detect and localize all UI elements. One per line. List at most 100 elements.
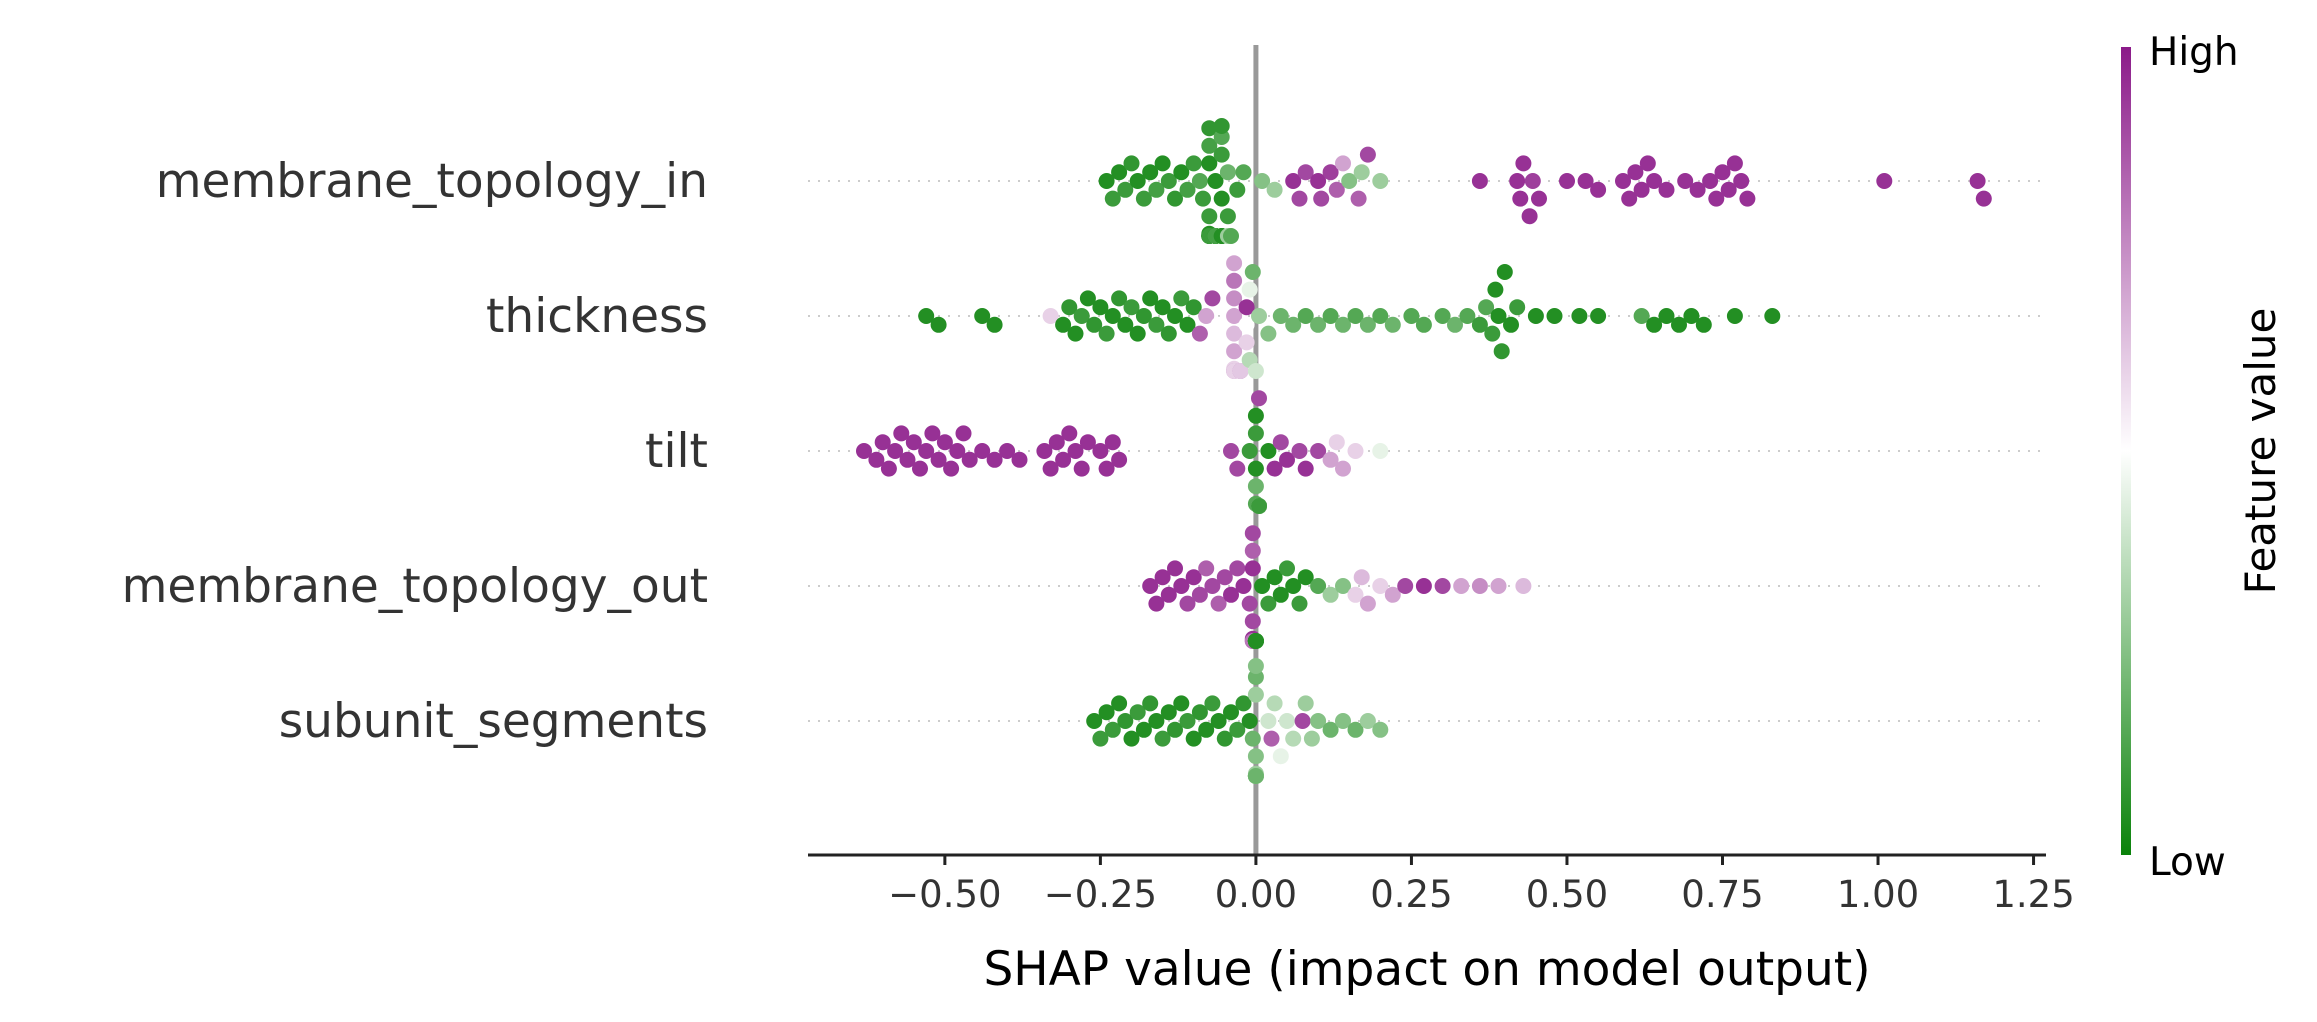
shap-point xyxy=(1048,434,1065,451)
shap-point xyxy=(1238,299,1255,316)
shap-point xyxy=(1198,560,1215,577)
shap-point xyxy=(1335,578,1351,594)
shap-point xyxy=(1294,713,1311,729)
feature-label: subunit_segments xyxy=(279,694,708,749)
shap-point xyxy=(899,451,916,468)
shap-point xyxy=(1226,272,1243,289)
shap-point xyxy=(1226,255,1243,272)
shap-point xyxy=(1341,173,1358,189)
shap-point xyxy=(1633,308,1650,324)
shap-point xyxy=(1335,316,1351,333)
shap-point xyxy=(1322,721,1339,738)
shap-point xyxy=(1478,299,1495,316)
shap-point xyxy=(1279,713,1295,729)
shap-point xyxy=(1658,308,1675,324)
shap-point xyxy=(1303,730,1320,747)
shap-point xyxy=(1335,155,1351,172)
shap-point xyxy=(1216,569,1233,586)
shap-point xyxy=(1042,460,1059,477)
shap-point xyxy=(1244,730,1261,747)
shap-point xyxy=(868,451,885,468)
x-tick-label: 0.25 xyxy=(1370,873,1452,916)
shap-point xyxy=(1223,228,1239,244)
shap-point xyxy=(1247,407,1264,424)
shap-point xyxy=(1471,316,1488,333)
shap-point xyxy=(1646,173,1663,189)
x-tick-label: 0.50 xyxy=(1526,873,1608,916)
shap-point xyxy=(1975,190,1992,207)
shap-point xyxy=(1244,613,1261,630)
shap-point xyxy=(1213,146,1230,163)
shap-point xyxy=(1251,308,1267,324)
shap-point xyxy=(1179,316,1196,333)
shap-point xyxy=(1167,190,1183,207)
shap-point xyxy=(1055,451,1072,468)
shap-point xyxy=(1310,316,1327,333)
shap-point xyxy=(1633,181,1650,198)
shap-point xyxy=(1042,308,1059,324)
shap-point xyxy=(1213,190,1230,207)
shap-point xyxy=(1154,299,1171,316)
shap-point xyxy=(1061,299,1078,316)
shap-point xyxy=(1291,595,1308,612)
shap-point xyxy=(930,451,947,468)
shap-point xyxy=(1098,704,1115,721)
shap-point xyxy=(1173,695,1190,712)
shap-point xyxy=(1272,434,1289,451)
shap-point xyxy=(874,434,891,451)
x-tick-label: 0.75 xyxy=(1681,873,1763,916)
shap-point xyxy=(1185,299,1202,316)
shap-point xyxy=(1335,460,1351,477)
shap-point xyxy=(1384,316,1401,333)
shap-point xyxy=(1160,704,1177,721)
shap-point xyxy=(1372,308,1389,324)
shap-point xyxy=(1123,299,1140,316)
shap-point xyxy=(986,316,1003,333)
shap-point xyxy=(1111,451,1128,468)
shap-point xyxy=(1229,181,1246,198)
shap-point xyxy=(1515,578,1532,594)
shap-point xyxy=(1011,451,1028,468)
x-tick-label: −0.25 xyxy=(1044,873,1157,916)
feature-label: tilt xyxy=(645,424,708,479)
shap-point xyxy=(1191,173,1208,189)
shap-point xyxy=(943,460,960,477)
shap-point xyxy=(1098,460,1115,477)
shap-point xyxy=(1487,281,1504,298)
shap-point xyxy=(1285,578,1302,594)
shap-point xyxy=(1179,181,1196,198)
shap-point xyxy=(1434,578,1451,594)
shap-point xyxy=(1229,560,1246,577)
shap-point xyxy=(1403,308,1420,324)
shap-point xyxy=(1493,343,1510,360)
shap-point xyxy=(1969,173,1986,189)
shap-point xyxy=(1359,316,1376,333)
shap-point xyxy=(1061,425,1078,442)
x-axis-title: SHAP value (impact on model output) xyxy=(983,942,1870,997)
shap-point xyxy=(1285,730,1302,747)
shap-point xyxy=(1677,173,1694,189)
shap-point xyxy=(1285,173,1302,189)
shap-point xyxy=(1571,308,1588,324)
shap-point xyxy=(856,443,872,459)
shap-point xyxy=(1646,316,1663,333)
shap-point xyxy=(1714,164,1731,181)
shap-point xyxy=(1702,173,1719,189)
shap-point xyxy=(1129,325,1146,342)
shap-point xyxy=(949,443,966,459)
shap-point xyxy=(1254,578,1271,594)
shap-point xyxy=(1658,181,1675,198)
feature-labels: membrane_topology_in thickness tilt membran… xyxy=(122,154,708,749)
shap-point xyxy=(1621,190,1638,207)
shap-point xyxy=(1235,578,1252,594)
shap-point xyxy=(1415,578,1432,594)
shap-point xyxy=(1515,155,1532,172)
shap-point xyxy=(1123,730,1140,747)
feature-label: membrane_topology_in xyxy=(156,154,708,209)
shap-point xyxy=(1266,695,1283,712)
shap-point xyxy=(1173,578,1190,594)
shap-point xyxy=(1266,460,1283,477)
shap-point xyxy=(1247,748,1264,765)
shap-point xyxy=(1297,164,1314,181)
